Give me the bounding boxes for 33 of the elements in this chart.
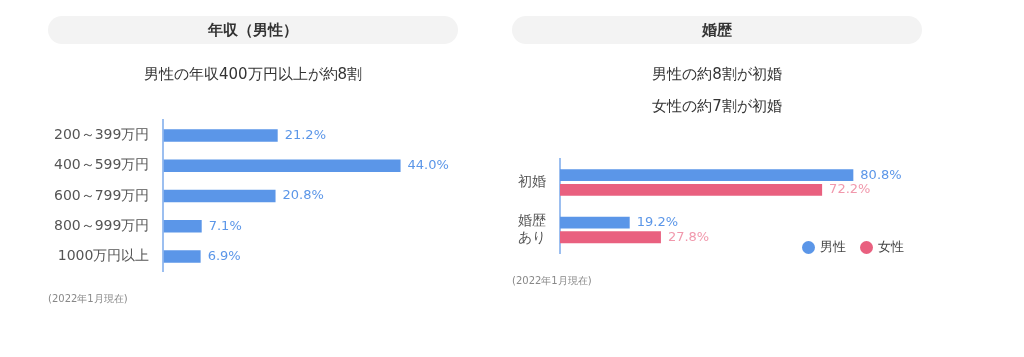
text: (2022年1月現在)	[512, 274, 593, 288]
bar	[163, 250, 201, 263]
data-label: 7.1%	[208, 217, 242, 233]
legend-label: 男性	[819, 238, 846, 256]
data-label: 44.0%	[407, 157, 449, 173]
y-tick-label: 800～999万円	[53, 216, 150, 233]
data-label: 6.9%	[207, 247, 241, 263]
bar	[163, 159, 401, 173]
bar	[560, 231, 661, 244]
text: (2022年1月現在)	[48, 292, 129, 306]
bar	[560, 183, 823, 196]
chart-subtitle: 男性の約8割が初婚女性の約7割が初婚	[651, 64, 783, 117]
y-tick-label: 1000万円以上	[57, 247, 150, 264]
y-tick-label: 200～399万円	[53, 126, 150, 143]
chart-subtitle: 男性の年収400万円以上が約8割	[142, 64, 364, 85]
y-tick-label: 初婚	[518, 173, 546, 190]
bar	[560, 216, 630, 229]
data-label: 21.2%	[284, 126, 327, 142]
data-label: 27.8%	[667, 228, 710, 244]
chart-title: 婚歴	[512, 16, 922, 44]
data-label: 80.8%	[860, 166, 902, 182]
y-tick-label: 婚歴あり	[518, 212, 546, 245]
chart-title: 年収（男性）	[48, 16, 458, 44]
bar	[163, 129, 278, 142]
y-tick-label: 400～599万円	[53, 156, 150, 173]
data-label: 72.2%	[829, 181, 871, 197]
bar	[560, 169, 854, 182]
bar	[163, 189, 276, 203]
data-label: 20.8%	[282, 187, 324, 203]
y-tick-label: 600～799万円	[53, 186, 150, 203]
data-label: 19.2%	[636, 213, 679, 229]
bar	[163, 219, 202, 233]
legend-label: 女性	[877, 238, 904, 256]
